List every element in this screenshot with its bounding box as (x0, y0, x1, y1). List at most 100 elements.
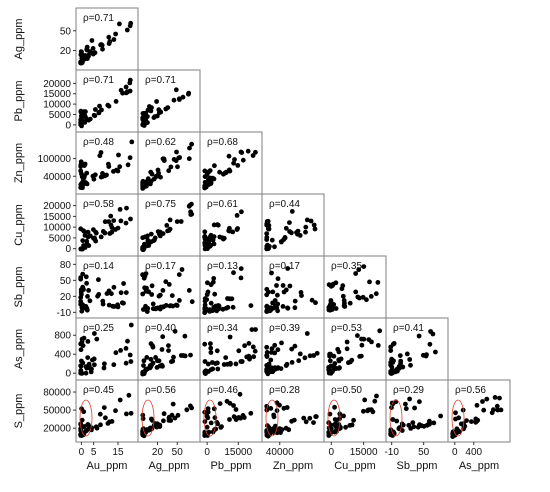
data-point (189, 141, 195, 147)
cell-Cu_ppm-vs-Ag_ppm: ρ=0.75 (137, 193, 201, 257)
data-point (220, 236, 226, 242)
data-point (297, 351, 303, 357)
data-point (394, 418, 400, 424)
correlation-label: ρ=0.58 (83, 199, 114, 210)
data-point (212, 415, 218, 421)
data-point (240, 157, 246, 163)
data-point (249, 327, 255, 332)
data-point (266, 289, 271, 295)
cell-Cu_ppm-vs-Au_ppm: ρ=0.58 (75, 193, 139, 257)
data-point (307, 353, 313, 359)
data-point (166, 348, 171, 353)
data-point (79, 417, 85, 423)
data-point (349, 357, 355, 363)
data-point (274, 408, 280, 413)
data-point (391, 429, 396, 435)
data-point (216, 303, 222, 309)
data-point (246, 341, 252, 346)
data-point (111, 362, 117, 368)
correlation-label: ρ=0.75 (145, 199, 176, 210)
data-point (226, 228, 232, 234)
data-point (78, 113, 84, 119)
data-point (331, 302, 337, 307)
data-point (208, 282, 214, 288)
data-point (453, 410, 458, 416)
data-point (140, 432, 146, 438)
data-point (268, 406, 274, 411)
y-axis-label: Pb_ppm (13, 81, 25, 122)
data-point (424, 422, 430, 428)
data-point (455, 427, 461, 433)
data-point (127, 155, 133, 161)
data-point (246, 355, 252, 360)
data-point (227, 417, 232, 422)
data-point (264, 307, 270, 313)
x-tick-label: 0 (204, 447, 210, 458)
data-point (188, 209, 194, 215)
data-point (388, 370, 394, 376)
data-point (97, 411, 103, 417)
data-point (127, 77, 133, 83)
data-point (307, 415, 313, 421)
data-point (80, 271, 86, 277)
data-point (87, 298, 93, 304)
data-point (388, 348, 394, 353)
data-point (328, 307, 333, 313)
data-point (494, 403, 500, 409)
y-axis-label: S_ppm (13, 394, 25, 429)
data-point (118, 87, 124, 93)
data-point (489, 410, 495, 416)
data-point (397, 353, 403, 358)
data-point (78, 52, 84, 58)
y-tick-label: 80 (60, 260, 72, 271)
y-axis-label: Zn_ppm (13, 143, 25, 183)
data-point (101, 405, 107, 410)
data-point (311, 420, 316, 425)
data-point (111, 169, 116, 174)
density-ellipse (327, 399, 341, 437)
data-point (115, 304, 121, 310)
data-point (105, 102, 111, 108)
data-point (268, 305, 274, 310)
data-point (172, 328, 178, 334)
data-point (392, 369, 398, 375)
data-point (251, 354, 257, 360)
y-tick-label: 10000 (43, 100, 71, 111)
data-point (360, 294, 366, 300)
data-point (332, 361, 338, 366)
y-tick-label: 0 (65, 369, 71, 380)
data-point (208, 341, 213, 347)
data-point (169, 412, 175, 418)
data-point (117, 164, 123, 170)
data-point (237, 391, 243, 397)
data-point (205, 361, 211, 367)
data-point (98, 422, 103, 428)
data-point (78, 431, 84, 437)
data-point (303, 419, 309, 425)
data-point (284, 361, 290, 367)
data-point (464, 418, 469, 423)
correlation-label: ρ=0.28 (269, 385, 300, 396)
data-point (154, 113, 160, 119)
y-tick-label: 5000 (49, 233, 72, 244)
data-point (202, 309, 208, 315)
data-point (157, 231, 162, 237)
data-point (214, 419, 220, 425)
data-point (236, 348, 242, 354)
data-point (90, 357, 95, 363)
cell-As_ppm-vs-Cu_ppm: ρ=0.53 (323, 317, 387, 381)
data-point (217, 234, 223, 240)
data-point (82, 161, 88, 167)
data-point (275, 276, 281, 282)
data-point (118, 348, 123, 353)
data-point (264, 353, 270, 358)
data-point (295, 228, 301, 234)
x-tick-label: 15 (112, 447, 124, 458)
data-point (281, 405, 287, 411)
correlation-label: ρ=0.68 (207, 137, 238, 148)
data-point (343, 424, 348, 430)
data-point (153, 355, 159, 360)
data-point (342, 300, 347, 306)
data-point (126, 392, 132, 398)
